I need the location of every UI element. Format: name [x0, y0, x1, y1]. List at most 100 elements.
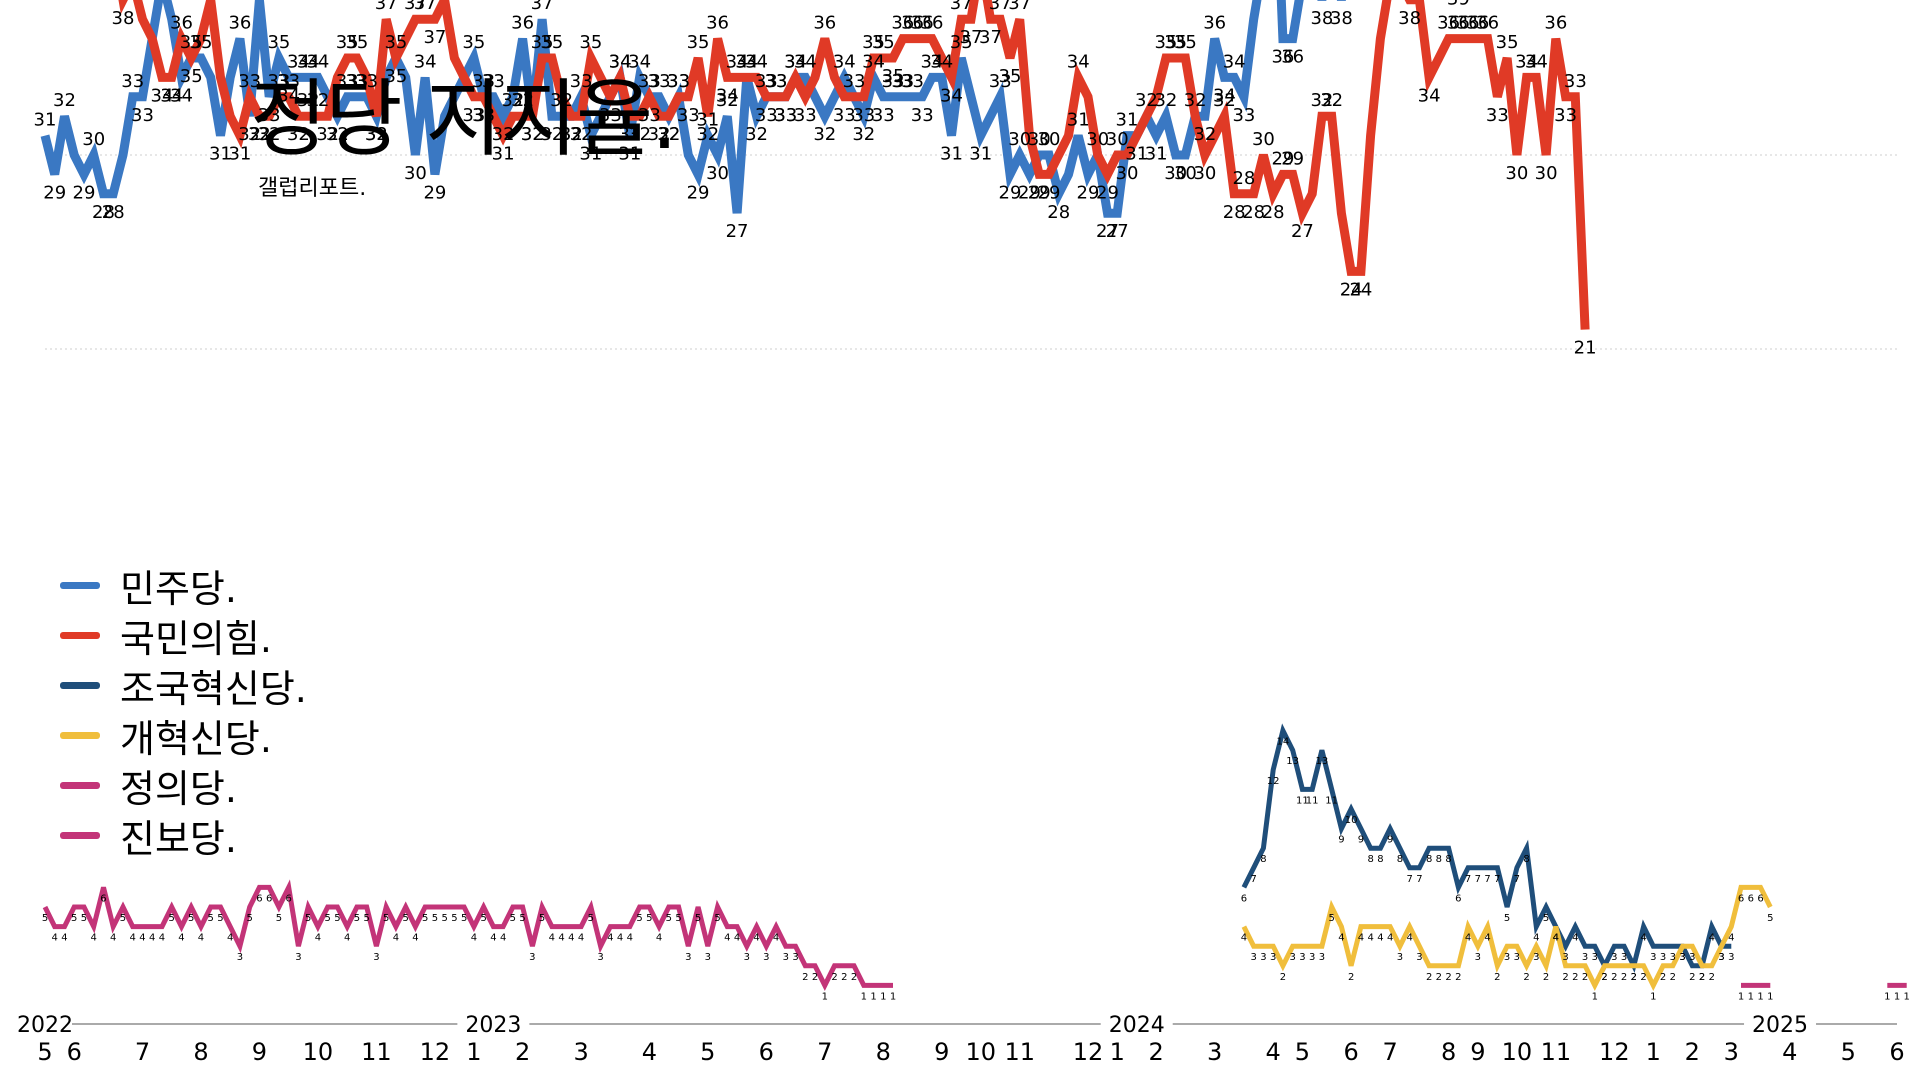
- month-label: 5: [1841, 1038, 1856, 1066]
- month-label: 4: [1782, 1038, 1797, 1066]
- series-line-minju: [40, 0, 1346, 218]
- data-label-ppp: 30: [1106, 129, 1129, 150]
- year-label: 2025: [1752, 1013, 1808, 1038]
- month-label: 9: [934, 1038, 949, 1066]
- gridlines: [45, 154, 1897, 350]
- data-label-minju: 29: [999, 182, 1022, 203]
- data-label-minju: 34: [277, 85, 300, 106]
- data-label-minju: 27: [726, 221, 749, 242]
- series-line-jeongui: [42, 879, 893, 992]
- data-label-minju: 36: [228, 13, 251, 34]
- series-line-ppp: [118, 0, 1590, 330]
- data-label-jeongui: 5: [539, 913, 545, 924]
- data-label-minju: 31: [1125, 144, 1148, 165]
- data-label-minju: 34: [862, 51, 885, 72]
- data-label-ppp: 24: [1349, 279, 1372, 300]
- data-label-jeongui: 4: [773, 933, 779, 944]
- data-label-minju: 31: [618, 144, 641, 165]
- data-label-gaehyuk: 3: [1718, 952, 1724, 963]
- data-label-minju: 27: [1106, 221, 1129, 242]
- data-label-jokuk: 8: [1260, 854, 1266, 865]
- data-label-gaehyuk: 4: [1377, 933, 1383, 944]
- month-label: 3: [573, 1038, 588, 1066]
- data-label-ppp: 32: [657, 124, 680, 145]
- data-label-jokuk: 4: [1533, 933, 1539, 944]
- data-label-jinbo: 1: [1748, 991, 1754, 1002]
- data-label-jeongui: 2: [841, 972, 847, 983]
- data-label-ppp: 35: [180, 66, 203, 87]
- data-label-jeongui: 5: [432, 913, 438, 924]
- data-label-minju: 30: [1038, 129, 1061, 150]
- data-label-gaehyuk: 6: [1738, 893, 1744, 904]
- data-label-ppp: 34: [1525, 51, 1548, 72]
- month-label: 8: [876, 1038, 891, 1066]
- data-label-jeongui: 2: [802, 972, 808, 983]
- data-label-jokuk: 8: [1397, 854, 1403, 865]
- data-label-minju: 29: [423, 182, 446, 203]
- data-label-ppp: 37: [423, 27, 446, 48]
- legend-item-ppp: 국민의힘.: [60, 610, 307, 661]
- data-label-jokuk: 8: [1436, 854, 1442, 865]
- data-label-minju: 35: [462, 32, 485, 53]
- month-label: 3: [1207, 1038, 1222, 1066]
- data-label-jeongui: 4: [393, 933, 399, 944]
- data-labels: 3129322930282833333934353531363238333534…: [34, 0, 1910, 1002]
- data-label-ppp: 33: [794, 105, 817, 126]
- data-label-jeongui: 1: [822, 991, 828, 1002]
- data-label-ppp: 32: [628, 124, 651, 145]
- year-label: 2024: [1109, 1013, 1165, 1038]
- data-label-gaehyuk: 2: [1436, 972, 1442, 983]
- data-label-minju: 34: [287, 51, 310, 72]
- data-label-ppp: 33: [638, 71, 661, 92]
- data-label-ppp: 33: [755, 105, 778, 126]
- data-label-jeongui: 2: [831, 972, 837, 983]
- data-label-ppp: 30: [1252, 129, 1275, 150]
- data-label-jokuk: 10: [1345, 815, 1358, 826]
- data-label-jeongui: 5: [120, 913, 126, 924]
- data-label-ppp: 37: [1008, 0, 1031, 14]
- data-label-gaehyuk: 3: [1270, 952, 1276, 963]
- data-label-minju: 32: [521, 124, 544, 145]
- data-label-minju: 38: [1330, 8, 1353, 29]
- data-label-jokuk: 7: [1406, 874, 1412, 885]
- data-label-gaehyuk: 2: [1660, 972, 1666, 983]
- data-label-ppp: 35: [1496, 32, 1519, 53]
- data-label-minju: 30: [1028, 129, 1051, 150]
- data-label-gaehyuk: 5: [1767, 913, 1773, 924]
- data-label-jokuk: 3: [1728, 952, 1734, 963]
- data-label-minju: 32: [745, 124, 768, 145]
- legend-swatch-gaehyuk: [60, 731, 100, 739]
- data-label-gaehyuk: 2: [1572, 972, 1578, 983]
- data-label-ppp: 34: [940, 85, 963, 106]
- data-label-ppp: 36: [706, 13, 729, 34]
- data-label-minju: 32: [492, 124, 515, 145]
- data-label-minju: 33: [638, 105, 661, 126]
- data-label-jokuk: 3: [1621, 952, 1627, 963]
- data-label-jeongui: 3: [373, 952, 379, 963]
- data-label-minju: 33: [755, 71, 778, 92]
- data-label-jokuk: 4: [1709, 933, 1715, 944]
- data-label-ppp: 32: [501, 90, 524, 111]
- month-label: 5: [37, 1038, 52, 1066]
- data-label-jeongui: 2: [812, 972, 818, 983]
- data-label-gaehyuk: 3: [1250, 952, 1256, 963]
- data-label-jokuk: 11: [1325, 795, 1338, 806]
- data-label-gaehyuk: 2: [1709, 972, 1715, 983]
- data-label-ppp: 30: [1116, 163, 1139, 184]
- data-label-jinbo: 1: [1884, 991, 1890, 1002]
- data-label-ppp: 34: [735, 51, 758, 72]
- data-label-jeongui: 5: [276, 913, 282, 924]
- data-label-minju: 33: [131, 105, 154, 126]
- legend-label-minju: 민주당.: [120, 566, 237, 611]
- data-label-minju: 29: [687, 182, 710, 203]
- data-label-minju: 34: [628, 51, 651, 72]
- data-label-ppp: 31: [492, 144, 515, 165]
- data-label-ppp: 35: [531, 32, 554, 53]
- data-label-ppp: 33: [277, 71, 300, 92]
- legend-label-jeongui: 정의당.: [120, 766, 237, 811]
- data-label-jokuk: 8: [1426, 854, 1432, 865]
- data-label-minju: 34: [297, 51, 320, 72]
- data-label-ppp: 35: [882, 66, 905, 87]
- data-label-minju: 34: [1223, 51, 1246, 72]
